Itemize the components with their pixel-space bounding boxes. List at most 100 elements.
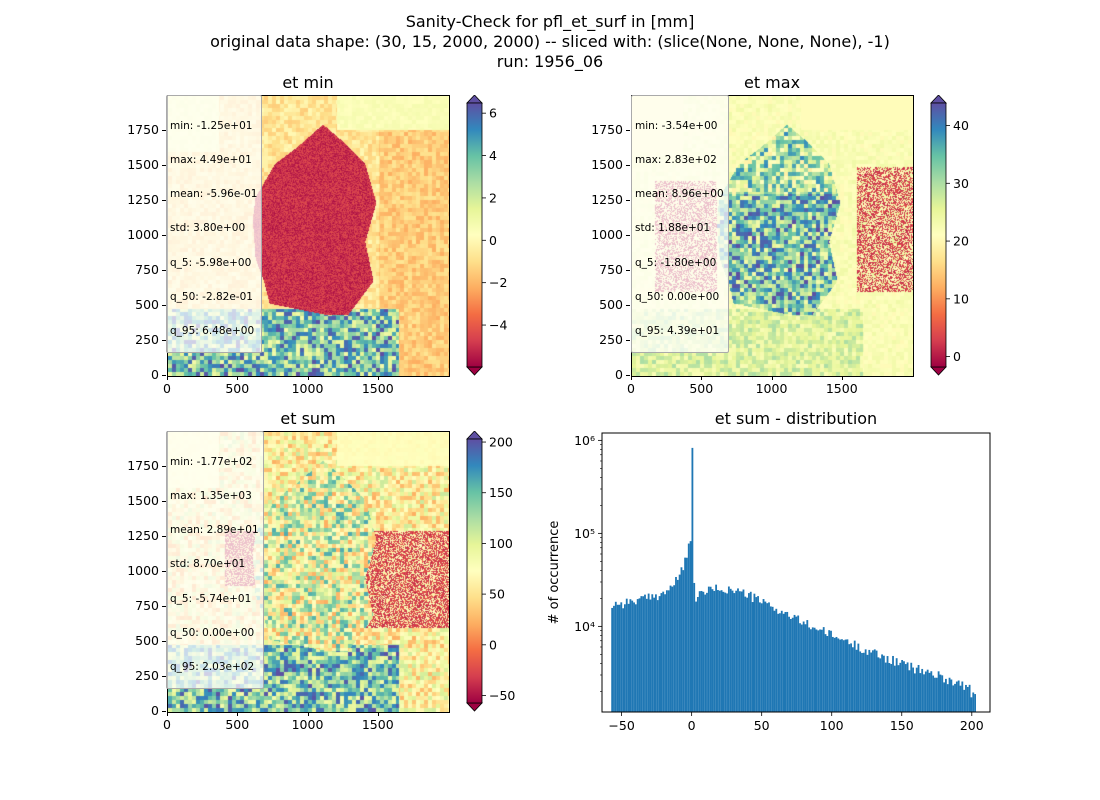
histogram-bar (919, 673, 922, 712)
y-tick-mark (162, 340, 166, 341)
histogram-bar (702, 591, 705, 712)
histogram-bar (613, 605, 615, 712)
x-tick-mark (237, 376, 239, 380)
hist-x-tick-label: 200 (960, 718, 984, 733)
y-tick-label: 250 (135, 332, 159, 347)
histogram-bar (729, 588, 732, 712)
colorbar-extend-max (466, 431, 483, 440)
histogram-bar (686, 557, 688, 712)
figure-subtitle-line: original data shape: (30, 15, 2000, 2000… (210, 32, 890, 51)
histogram-bar (744, 596, 747, 712)
histogram-bar (895, 658, 898, 712)
colorbar-extend-min (466, 366, 483, 376)
et-min-colorbar: −4 −2 0 2 4 6 (466, 95, 507, 376)
stat-q5: q_5: -5.98e+00 (170, 256, 252, 269)
histogram-bar (913, 673, 916, 712)
histogram-bar (724, 592, 727, 712)
colorbar-tick-label: 100 (489, 536, 513, 551)
y-tick-mark (162, 130, 166, 131)
hist-y-axis-label: # of occurrence (547, 521, 562, 625)
histogram-bar (722, 591, 725, 712)
histogram-bar (696, 596, 699, 712)
y-tick-mark (162, 200, 166, 201)
y-tick-label: 1500 (127, 157, 159, 172)
histogram-bar (946, 684, 949, 712)
hist-y-tick-label: 10⁵ (574, 526, 595, 541)
histogram-bar (653, 597, 656, 712)
y-tick-label: 750 (135, 598, 159, 613)
histogram-bar (624, 604, 626, 712)
histogram-bar (764, 601, 767, 712)
histogram-bar (923, 674, 925, 712)
y-tick-label: 1750 (127, 122, 159, 137)
histogram-bar (711, 589, 714, 712)
y-tick-label: 1750 (127, 458, 159, 473)
y-tick-mark (162, 466, 166, 467)
colorbar-gradient (466, 438, 483, 704)
histogram-bar (636, 599, 639, 712)
y-tick-label: 0 (151, 703, 159, 718)
x-tick-label: 1500 (361, 381, 394, 396)
colorbar-tick-label: 150 (489, 485, 513, 500)
histogram-bar (749, 591, 752, 712)
histogram-bar (786, 611, 789, 712)
histogram-bar (957, 680, 960, 712)
y-tick-label: 1500 (591, 157, 623, 172)
histogram-bar (633, 602, 635, 712)
histogram-bar (831, 636, 834, 712)
histogram-bar (943, 682, 945, 712)
stat-q50: q_50: 0.00e+00 (635, 290, 720, 303)
histogram-bar (791, 617, 794, 712)
colorbar-tick-label: 20 (953, 234, 969, 249)
histogram-bar (890, 664, 893, 712)
histogram-bar (899, 662, 902, 712)
y-tick-mark (162, 165, 166, 166)
y-tick-mark (626, 305, 630, 306)
y-tick-mark (162, 641, 166, 642)
histogram-bar (802, 621, 805, 712)
histogram-bar (908, 670, 911, 712)
histogram-bar (904, 664, 907, 712)
y-tick-mark (162, 501, 166, 502)
stat-q5: q_5: -1.80e+00 (635, 256, 717, 269)
colorbar-tick-label: −2 (489, 275, 507, 290)
colorbar-extend-min (466, 702, 483, 712)
histogram-bar (932, 675, 935, 712)
y-tick-label: 0 (151, 367, 159, 382)
histogram-bar (930, 671, 933, 712)
histogram-bar (634, 604, 637, 712)
histogram-bar (806, 620, 809, 712)
histogram-bar (857, 643, 860, 712)
histogram-bar (970, 697, 973, 712)
histogram-bar (726, 593, 728, 712)
et-sum-stats: min: -1.77e+02 max: 1.35e+03 mean: 2.89e… (166, 431, 264, 689)
histogram-bar (740, 591, 743, 712)
histogram-bar (797, 615, 800, 712)
stat-q50: q_50: -2.82e-01 (170, 290, 253, 303)
histogram-bar (616, 604, 619, 712)
histogram-bar (906, 662, 909, 712)
histogram-bar (742, 589, 745, 712)
histogram-bar (775, 608, 778, 712)
histogram-bar (835, 636, 838, 712)
histogram-bar (645, 598, 648, 712)
histogram-bar (611, 607, 614, 712)
histogram-bar (833, 637, 836, 712)
histogram-bar (963, 689, 966, 712)
hist-x-tick-label: −50 (608, 718, 634, 733)
histogram-bar (881, 654, 883, 712)
histogram-bar (731, 590, 734, 712)
y-tick-mark (626, 200, 630, 201)
histogram-bar (924, 671, 927, 712)
histogram-bar (689, 541, 692, 712)
y-tick-mark (162, 305, 166, 306)
histogram-bar (751, 602, 754, 712)
colorbar-extend-min (930, 366, 947, 376)
histogram-bar (768, 602, 770, 712)
y-tick-label: 1000 (127, 563, 159, 578)
colorbar-tick-label: 50 (489, 587, 505, 602)
histogram-bar (915, 667, 918, 712)
x-tick-label: 1000 (755, 381, 788, 396)
histogram-bar (700, 590, 703, 712)
stat-min: min: -1.77e+02 (170, 455, 253, 468)
